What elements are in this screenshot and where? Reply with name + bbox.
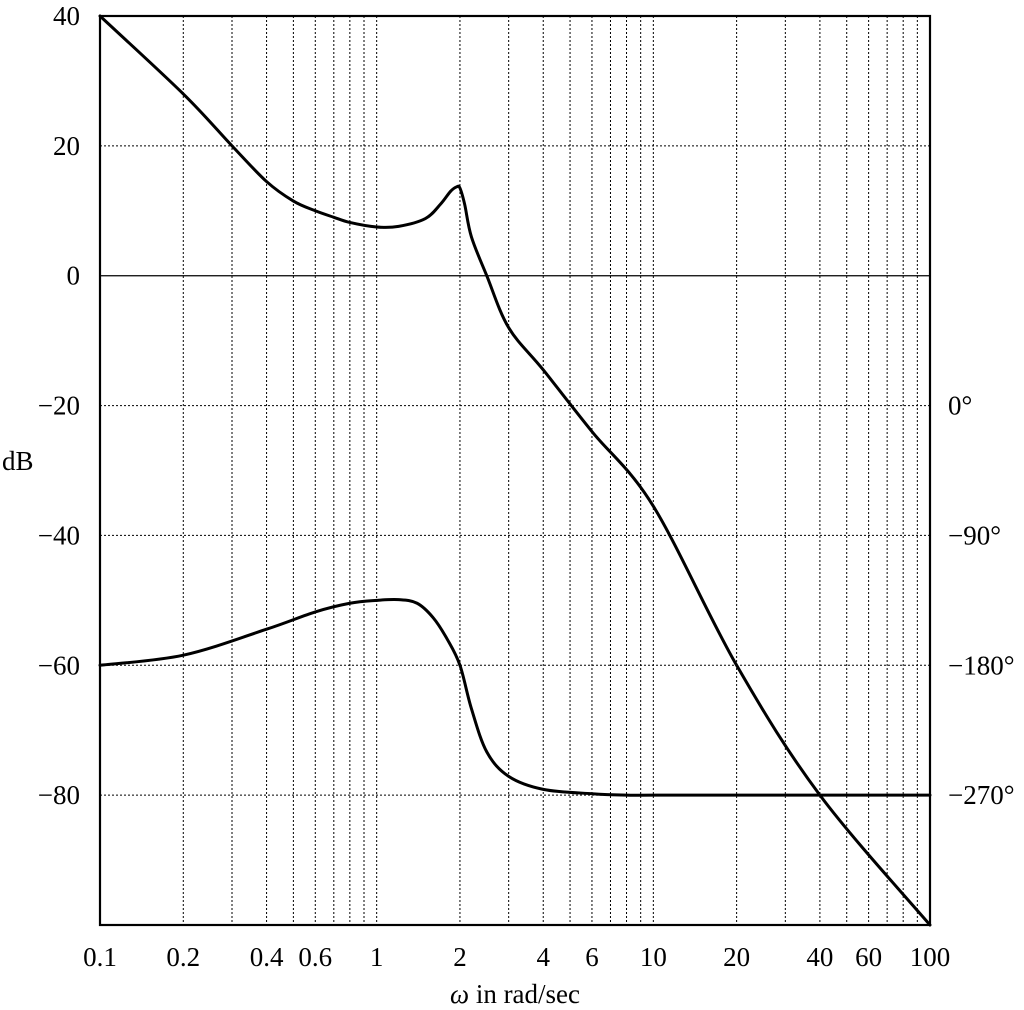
x-tick-label: 100 [910,942,951,972]
phase-tick-label: 0° [948,391,972,421]
y-tick-label: 40 [53,1,80,31]
x-tick-label: 0.6 [298,942,332,972]
y-tick-label: −60 [38,650,80,680]
x-tick-label: 2 [453,942,467,972]
phase-tick-label: −180° [948,650,1015,680]
x-tick-label: 60 [855,942,882,972]
phase-tick-label: −90° [948,520,1001,550]
curves [98,14,932,927]
x-axis-label-symbol: ω [450,979,469,1009]
x-tick-label: 0.1 [83,942,117,972]
x-tick-label: 0.4 [250,942,284,972]
x-tick-label: 4 [536,942,550,972]
magnitude-curve [98,14,932,927]
y-tick-label: 20 [53,131,80,161]
y-tick-label: −40 [38,520,80,550]
x-tick-label: 0.2 [166,942,200,972]
phase-curve [98,597,932,797]
plot-frame [98,14,932,927]
x-tick-label: 20 [723,942,750,972]
phase-tick-label: −270° [948,780,1015,810]
x-tick-label: 6 [585,942,599,972]
y-axis-label: dB [2,446,34,476]
x-axis-label: ω in rad/sec [450,979,580,1009]
tick-labels: 0.1 0.2 0.4 0.6 1 2 4 6 10 20 40 60 100 40 20 0 −20 −40 −6… [38,1,1015,972]
grid [100,16,930,925]
y-tick-label: −20 [38,391,80,421]
y-tick-label: −80 [38,780,80,810]
x-axis-label-text: in rad/sec [469,979,580,1009]
x-tick-label: 10 [640,942,667,972]
x-tick-label: 40 [806,942,833,972]
y-tick-label: 0 [67,261,81,291]
x-tick-label: 1 [370,942,384,972]
